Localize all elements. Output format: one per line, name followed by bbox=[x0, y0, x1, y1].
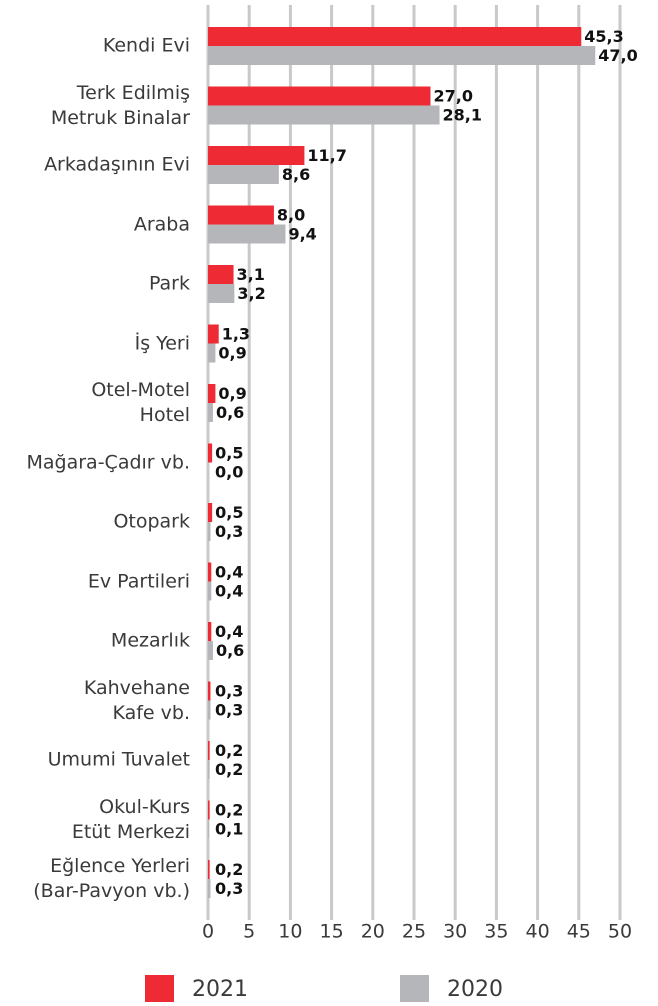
value-label: 0,5 bbox=[215, 444, 243, 463]
bar bbox=[208, 581, 212, 601]
x-tick-label: 0 bbox=[202, 921, 214, 943]
category-label: Ev Partileri bbox=[87, 570, 190, 592]
value-label: 0,9 bbox=[218, 344, 246, 363]
bar bbox=[208, 800, 210, 820]
value-label: 0,1 bbox=[215, 820, 243, 839]
bar bbox=[208, 622, 212, 641]
value-label: 0,2 bbox=[215, 860, 243, 879]
x-tick-label: 40 bbox=[526, 921, 550, 943]
value-label: 11,7 bbox=[307, 146, 346, 165]
category-label: Eğlence Yerleri (Bar-Pavyon vb.) bbox=[33, 855, 190, 902]
value-label: 9,4 bbox=[288, 225, 316, 244]
value-label: 0,2 bbox=[215, 741, 243, 760]
bar bbox=[208, 819, 209, 839]
bar bbox=[208, 700, 211, 720]
x-tick-label: 5 bbox=[243, 921, 255, 943]
bar bbox=[208, 384, 216, 403]
x-tick-label: 30 bbox=[443, 921, 467, 943]
category-label: Okul-Kurs Etüt Merkezi bbox=[71, 795, 190, 843]
category-label: Umumi Tuvalet bbox=[47, 748, 190, 771]
category-label: İş Yeri bbox=[134, 332, 190, 354]
value-label: 45,3 bbox=[584, 27, 623, 46]
category-label: Terk Edilmiş Metruk Binalar bbox=[50, 81, 190, 129]
bar bbox=[208, 46, 596, 65]
value-label: 0,6 bbox=[216, 403, 244, 422]
value-label: 8,6 bbox=[282, 165, 310, 184]
bar bbox=[208, 27, 582, 46]
category-label: Araba bbox=[133, 213, 190, 235]
value-label: 3,1 bbox=[237, 265, 265, 284]
value-label: 0,9 bbox=[218, 384, 246, 403]
bar bbox=[208, 224, 286, 244]
value-label: 0,3 bbox=[215, 701, 243, 720]
value-label: 0,3 bbox=[215, 682, 243, 701]
legend-label: 2021 bbox=[192, 977, 248, 1002]
value-label: 28,1 bbox=[443, 106, 482, 125]
bar bbox=[208, 879, 211, 898]
x-tick-label: 50 bbox=[608, 921, 632, 943]
value-label: 1,3 bbox=[222, 325, 250, 344]
value-label: 27,0 bbox=[433, 87, 472, 106]
category-label: Kahvehane Kafe vb. bbox=[83, 676, 190, 724]
bar bbox=[208, 146, 305, 165]
value-label: 0,4 bbox=[215, 582, 243, 601]
x-tick-label: 35 bbox=[484, 921, 508, 943]
category-label: Otopark bbox=[113, 510, 190, 533]
bar bbox=[208, 681, 211, 701]
bar bbox=[208, 324, 219, 344]
bar bbox=[208, 522, 211, 541]
bar bbox=[208, 284, 235, 303]
bar bbox=[208, 86, 431, 106]
bar bbox=[208, 105, 440, 125]
value-label: 8,0 bbox=[277, 206, 305, 225]
value-label: 0,3 bbox=[215, 879, 243, 898]
value-label: 0,4 bbox=[215, 622, 243, 641]
legend-swatch bbox=[400, 975, 429, 1002]
value-label: 3,2 bbox=[237, 284, 265, 303]
bar bbox=[208, 265, 234, 284]
category-label: Park bbox=[148, 272, 190, 295]
category-label: Mezarlık bbox=[110, 629, 190, 652]
bar bbox=[208, 503, 213, 522]
bar bbox=[208, 165, 279, 184]
legend-swatch bbox=[145, 975, 174, 1002]
value-label: 0,2 bbox=[215, 760, 243, 779]
x-tick-label: 15 bbox=[320, 921, 344, 943]
category-label: Kendi Evi bbox=[102, 34, 190, 57]
x-tick-label: 10 bbox=[278, 921, 302, 943]
bar bbox=[208, 205, 274, 225]
category-label: Mağara-Çadır vb. bbox=[26, 451, 191, 473]
value-label: 0,5 bbox=[215, 503, 243, 522]
bar bbox=[208, 562, 212, 582]
bar bbox=[208, 443, 213, 463]
x-tick-label: 45 bbox=[567, 921, 591, 943]
value-label: 0,6 bbox=[216, 641, 244, 660]
bar bbox=[208, 741, 210, 760]
bar bbox=[208, 860, 210, 879]
x-tick-label: 25 bbox=[402, 921, 426, 943]
value-label: 0,0 bbox=[215, 463, 243, 482]
bar bbox=[208, 641, 213, 660]
bar bbox=[208, 403, 213, 422]
x-tick-label: 20 bbox=[361, 921, 385, 943]
value-label: 0,3 bbox=[215, 522, 243, 541]
category-label: Otel-Motel Hotel bbox=[91, 379, 190, 426]
value-label: 0,4 bbox=[215, 563, 243, 582]
category-label: Arkadaşının Evi bbox=[44, 153, 190, 176]
value-label: 0,2 bbox=[215, 801, 243, 820]
legend-label: 2020 bbox=[447, 977, 503, 1002]
bar bbox=[208, 343, 216, 363]
bar bbox=[208, 760, 210, 779]
value-label: 47,0 bbox=[598, 46, 637, 65]
